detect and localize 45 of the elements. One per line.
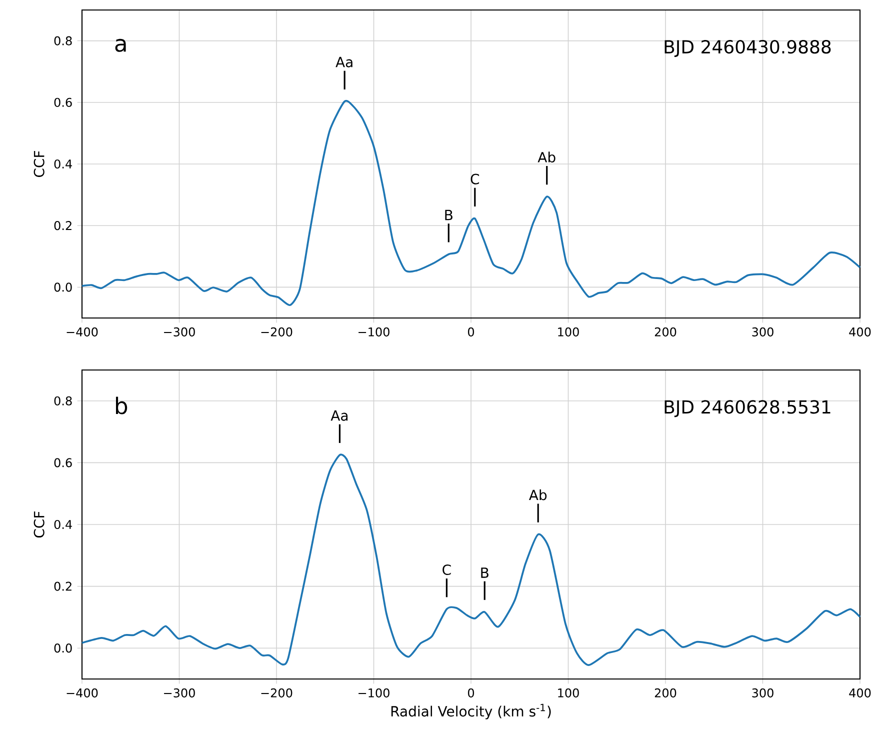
- y-tick-label: 0.0: [54, 282, 72, 292]
- x-tick-label: −200: [261, 327, 292, 336]
- text: BJD 2460628.5531: [664, 400, 830, 418]
- annotation: Aa: [336, 56, 352, 68]
- x-axis-title: Radial Velocity (km s$^{-1}$): [391, 704, 551, 720]
- line-series: [81, 454, 861, 666]
- x-tick-label: −300: [164, 688, 195, 698]
- x-tick-label: 0: [468, 688, 474, 698]
- y-tick-label: 0.2: [54, 582, 72, 591]
- y-axis-title: CCF: [34, 151, 44, 177]
- line-series: [81, 100, 861, 306]
- annotation: C: [470, 174, 480, 184]
- annotation: Ab: [538, 152, 556, 162]
- x-tick-label: 0: [468, 327, 474, 336]
- x-tick-label: 100: [558, 688, 579, 698]
- x-tick-label: 400: [849, 688, 871, 698]
- x-tick-label: −400: [66, 688, 98, 698]
- text: a: [115, 38, 126, 52]
- x-tick-label: −300: [164, 327, 195, 336]
- x-tick-label: −100: [358, 327, 390, 336]
- x-tick-label: 300: [752, 688, 774, 698]
- x-tick-label: −100: [358, 688, 390, 698]
- x-tick-label: −200: [261, 688, 292, 698]
- y-tick-label: 0.0: [54, 644, 72, 653]
- y-tick-label: 0.6: [54, 458, 72, 468]
- x-tick-label: 400: [849, 327, 871, 336]
- x-tick-label: 200: [654, 327, 676, 336]
- x-tick-label: −400: [66, 327, 98, 336]
- y-tick-label: 0.8: [54, 36, 72, 46]
- annotation: Aa: [330, 410, 348, 421]
- annotation: C: [442, 564, 451, 576]
- annotation: B: [445, 210, 452, 220]
- y-tick-label: 0.4: [54, 520, 72, 530]
- y-tick-label: 0.8: [54, 396, 72, 406]
- text: BJD 2460430.9888: [664, 40, 831, 57]
- y-tick-label: 0.4: [54, 159, 72, 169]
- x-tick-label: 100: [558, 327, 579, 336]
- y-tick-label: 0.6: [54, 98, 72, 107]
- annotation: B: [481, 568, 488, 578]
- text: b: [116, 396, 128, 414]
- annotation: Ab: [528, 489, 547, 500]
- x-tick-label: 300: [752, 327, 774, 336]
- y-axis-title: CCF: [34, 512, 44, 538]
- y-tick-label: 0.2: [54, 221, 72, 230]
- x-tick-label: 200: [654, 688, 676, 698]
